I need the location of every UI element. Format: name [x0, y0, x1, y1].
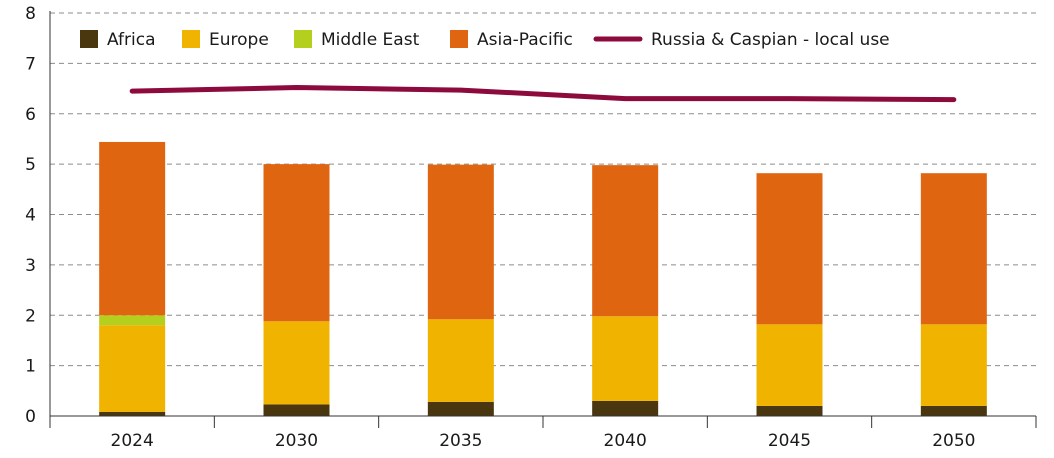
- gridlines: [50, 12, 1036, 367]
- bar-segment-europe: [756, 324, 823, 406]
- bar-segment-europe: [427, 319, 494, 402]
- bar-segment-asia-pacific: [592, 165, 659, 317]
- legend-swatch: [182, 30, 200, 48]
- bar-segment-europe: [920, 324, 987, 406]
- x-tick-label: 2040: [604, 431, 647, 451]
- x-tick-label: 2045: [768, 431, 811, 451]
- legend-label: Russia & Caspian - local use: [651, 30, 890, 50]
- legend-swatch: [80, 30, 98, 48]
- bar-segment-africa: [263, 404, 330, 416]
- bar-segment-europe: [592, 316, 659, 401]
- legend-label: Middle East: [321, 30, 420, 50]
- bars: [99, 141, 987, 416]
- bar-segment-asia-pacific: [756, 173, 823, 325]
- bar-segment-europe: [263, 321, 330, 405]
- x-tick-label: 2030: [275, 431, 318, 451]
- legend-swatch: [294, 30, 312, 48]
- y-tick-label: 6: [25, 105, 36, 125]
- y-tick-label: 7: [25, 54, 36, 74]
- x-tick-label: 2035: [439, 431, 482, 451]
- line-series: [129, 85, 957, 103]
- y-tick-label: 5: [25, 155, 36, 175]
- y-tick-label: 0: [25, 407, 36, 427]
- bar-segment-asia-pacific: [99, 141, 166, 316]
- bar-segment-asia-pacific: [920, 173, 987, 325]
- y-tick-label: 3: [25, 256, 36, 276]
- bar-segment-africa: [427, 401, 494, 416]
- x-tick-label: 2050: [932, 431, 975, 451]
- bar-segment-asia-pacific: [427, 164, 494, 320]
- x-tick-label: 2024: [111, 431, 154, 451]
- bar-segment-middle-east: [99, 315, 166, 326]
- y-tick-label: 4: [25, 206, 36, 226]
- bar-segment-africa: [756, 405, 823, 416]
- axes: 0 1 2 3 4 5 6 7 8 2024 2030 2035 2040 2045 2050: [25, 4, 1037, 451]
- bar-segment-africa: [920, 405, 987, 416]
- legend-swatch: [450, 30, 468, 48]
- legend: Africa Europe Middle East Asia-Pacific Russi…: [80, 30, 890, 50]
- y-tick-label: 1: [25, 357, 36, 377]
- bar-segment-africa: [592, 400, 659, 416]
- y-tick-label: 8: [25, 4, 36, 24]
- y-tick-label: 2: [25, 306, 36, 326]
- legend-label: Europe: [209, 30, 269, 50]
- bar-segment-africa: [99, 411, 166, 416]
- legend-label: Asia-Pacific: [477, 30, 573, 50]
- bar-segment-europe: [99, 325, 166, 412]
- line-russia-caspian: [129, 85, 957, 103]
- bar-segment-asia-pacific: [263, 164, 330, 322]
- legend-label: Africa: [107, 30, 156, 50]
